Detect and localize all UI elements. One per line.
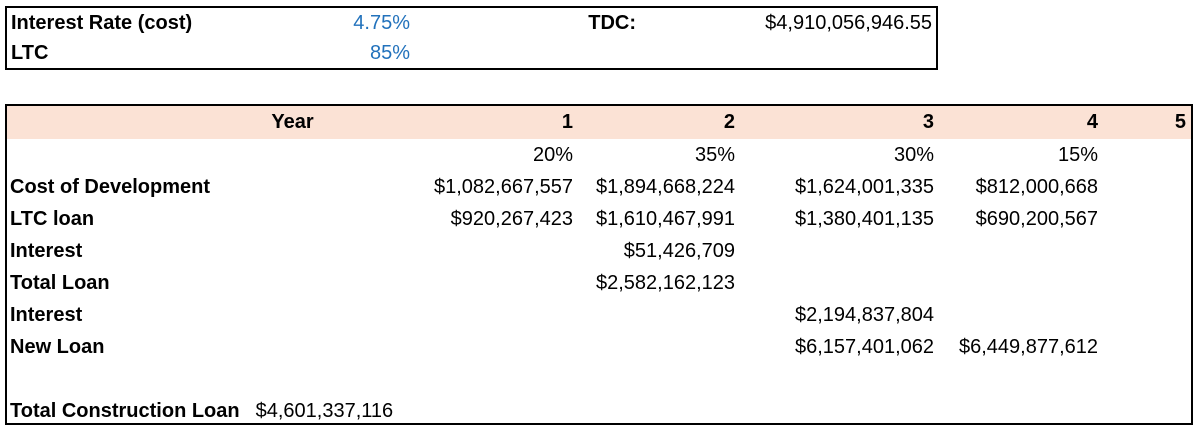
- percent-cell-year2[interactable]: 35%: [694, 143, 735, 166]
- ltc-label[interactable]: LTC: [11, 41, 49, 64]
- row-label[interactable]: Cost of Development: [10, 175, 211, 198]
- row-label[interactable]: Interest: [10, 303, 83, 326]
- year-2-header[interactable]: 2: [723, 111, 735, 133]
- tdc-label[interactable]: TDC:: [588, 11, 636, 34]
- value-cell[interactable]: $1,610,467,991: [595, 207, 735, 230]
- value-cell[interactable]: $1,894,668,224: [595, 175, 735, 198]
- value-cell[interactable]: $1,380,401,135: [794, 207, 934, 230]
- row-label[interactable]: New Loan: [10, 335, 105, 358]
- percent-cell-year3[interactable]: 30%: [893, 143, 934, 166]
- table-row-new-loan: New Loan $6,157,401,062 $6,449,877,612: [7, 331, 1191, 363]
- year-3-header[interactable]: 3: [922, 111, 934, 133]
- total-construction-loan-value[interactable]: $4,601,337,116: [255, 399, 394, 422]
- value-cell[interactable]: $51,426,709: [623, 239, 735, 262]
- year-1-header[interactable]: 1: [561, 111, 573, 133]
- value-cell[interactable]: $1,624,001,335: [794, 175, 934, 198]
- table-row-ltc-loan: LTC loan $920,267,423 $1,610,467,991 $1,…: [7, 203, 1191, 235]
- summary-box: Interest Rate (cost) 4.75% TDC: $4,910,0…: [5, 6, 938, 70]
- percent-allocation-row: 20% 35% 30% 15%: [7, 139, 1191, 171]
- interest-rate-label[interactable]: Interest Rate (cost): [11, 11, 193, 34]
- total-construction-loan-row: Total Construction Loan $4,601,337,116: [7, 396, 1191, 426]
- total-construction-loan-label[interactable]: Total Construction Loan: [10, 399, 240, 422]
- row-label[interactable]: Total Loan: [10, 271, 110, 294]
- tdc-value[interactable]: $4,910,056,946.55: [765, 11, 932, 34]
- year-header-label[interactable]: Year: [271, 111, 314, 133]
- year-4-header[interactable]: 4: [1086, 111, 1098, 133]
- percent-cell-year1[interactable]: 20%: [532, 143, 573, 166]
- value-cell[interactable]: $920,267,423: [450, 207, 573, 230]
- table-row-interest-1: Interest $51,426,709: [7, 235, 1191, 267]
- value-cell[interactable]: $812,000,668: [975, 175, 1098, 198]
- table-row-total-loan: Total Loan $2,582,162,123: [7, 267, 1191, 299]
- value-cell[interactable]: $6,449,877,612: [958, 335, 1098, 358]
- row-label[interactable]: LTC loan: [10, 207, 95, 230]
- percent-cell-year4[interactable]: 15%: [1057, 143, 1098, 166]
- row-label[interactable]: Interest: [10, 239, 83, 262]
- value-cell[interactable]: $1,082,667,557: [433, 175, 573, 198]
- interest-rate-value[interactable]: 4.75%: [353, 11, 410, 34]
- spacer-row: [7, 363, 1191, 396]
- value-cell[interactable]: $6,157,401,062: [794, 335, 934, 358]
- ltc-value[interactable]: 85%: [369, 41, 410, 64]
- year-header-row: Year 1 2 3 4 5: [7, 106, 1191, 139]
- construction-loan-table: Year 1 2 3 4 5 20% 35% 30% 15% Cost of D…: [5, 104, 1193, 425]
- ltc-row: LTC 85%: [7, 38, 936, 68]
- value-cell[interactable]: $2,582,162,123: [595, 271, 735, 294]
- value-cell[interactable]: $2,194,837,804: [794, 303, 934, 326]
- table-row-cost-of-development: Cost of Development $1,082,667,557 $1,89…: [7, 171, 1191, 203]
- table-row-interest-2: Interest $2,194,837,804: [7, 299, 1191, 331]
- interest-rate-row: Interest Rate (cost) 4.75% TDC: $4,910,0…: [7, 8, 936, 38]
- value-cell[interactable]: $690,200,567: [975, 207, 1098, 230]
- year-5-header[interactable]: 5: [1174, 111, 1186, 133]
